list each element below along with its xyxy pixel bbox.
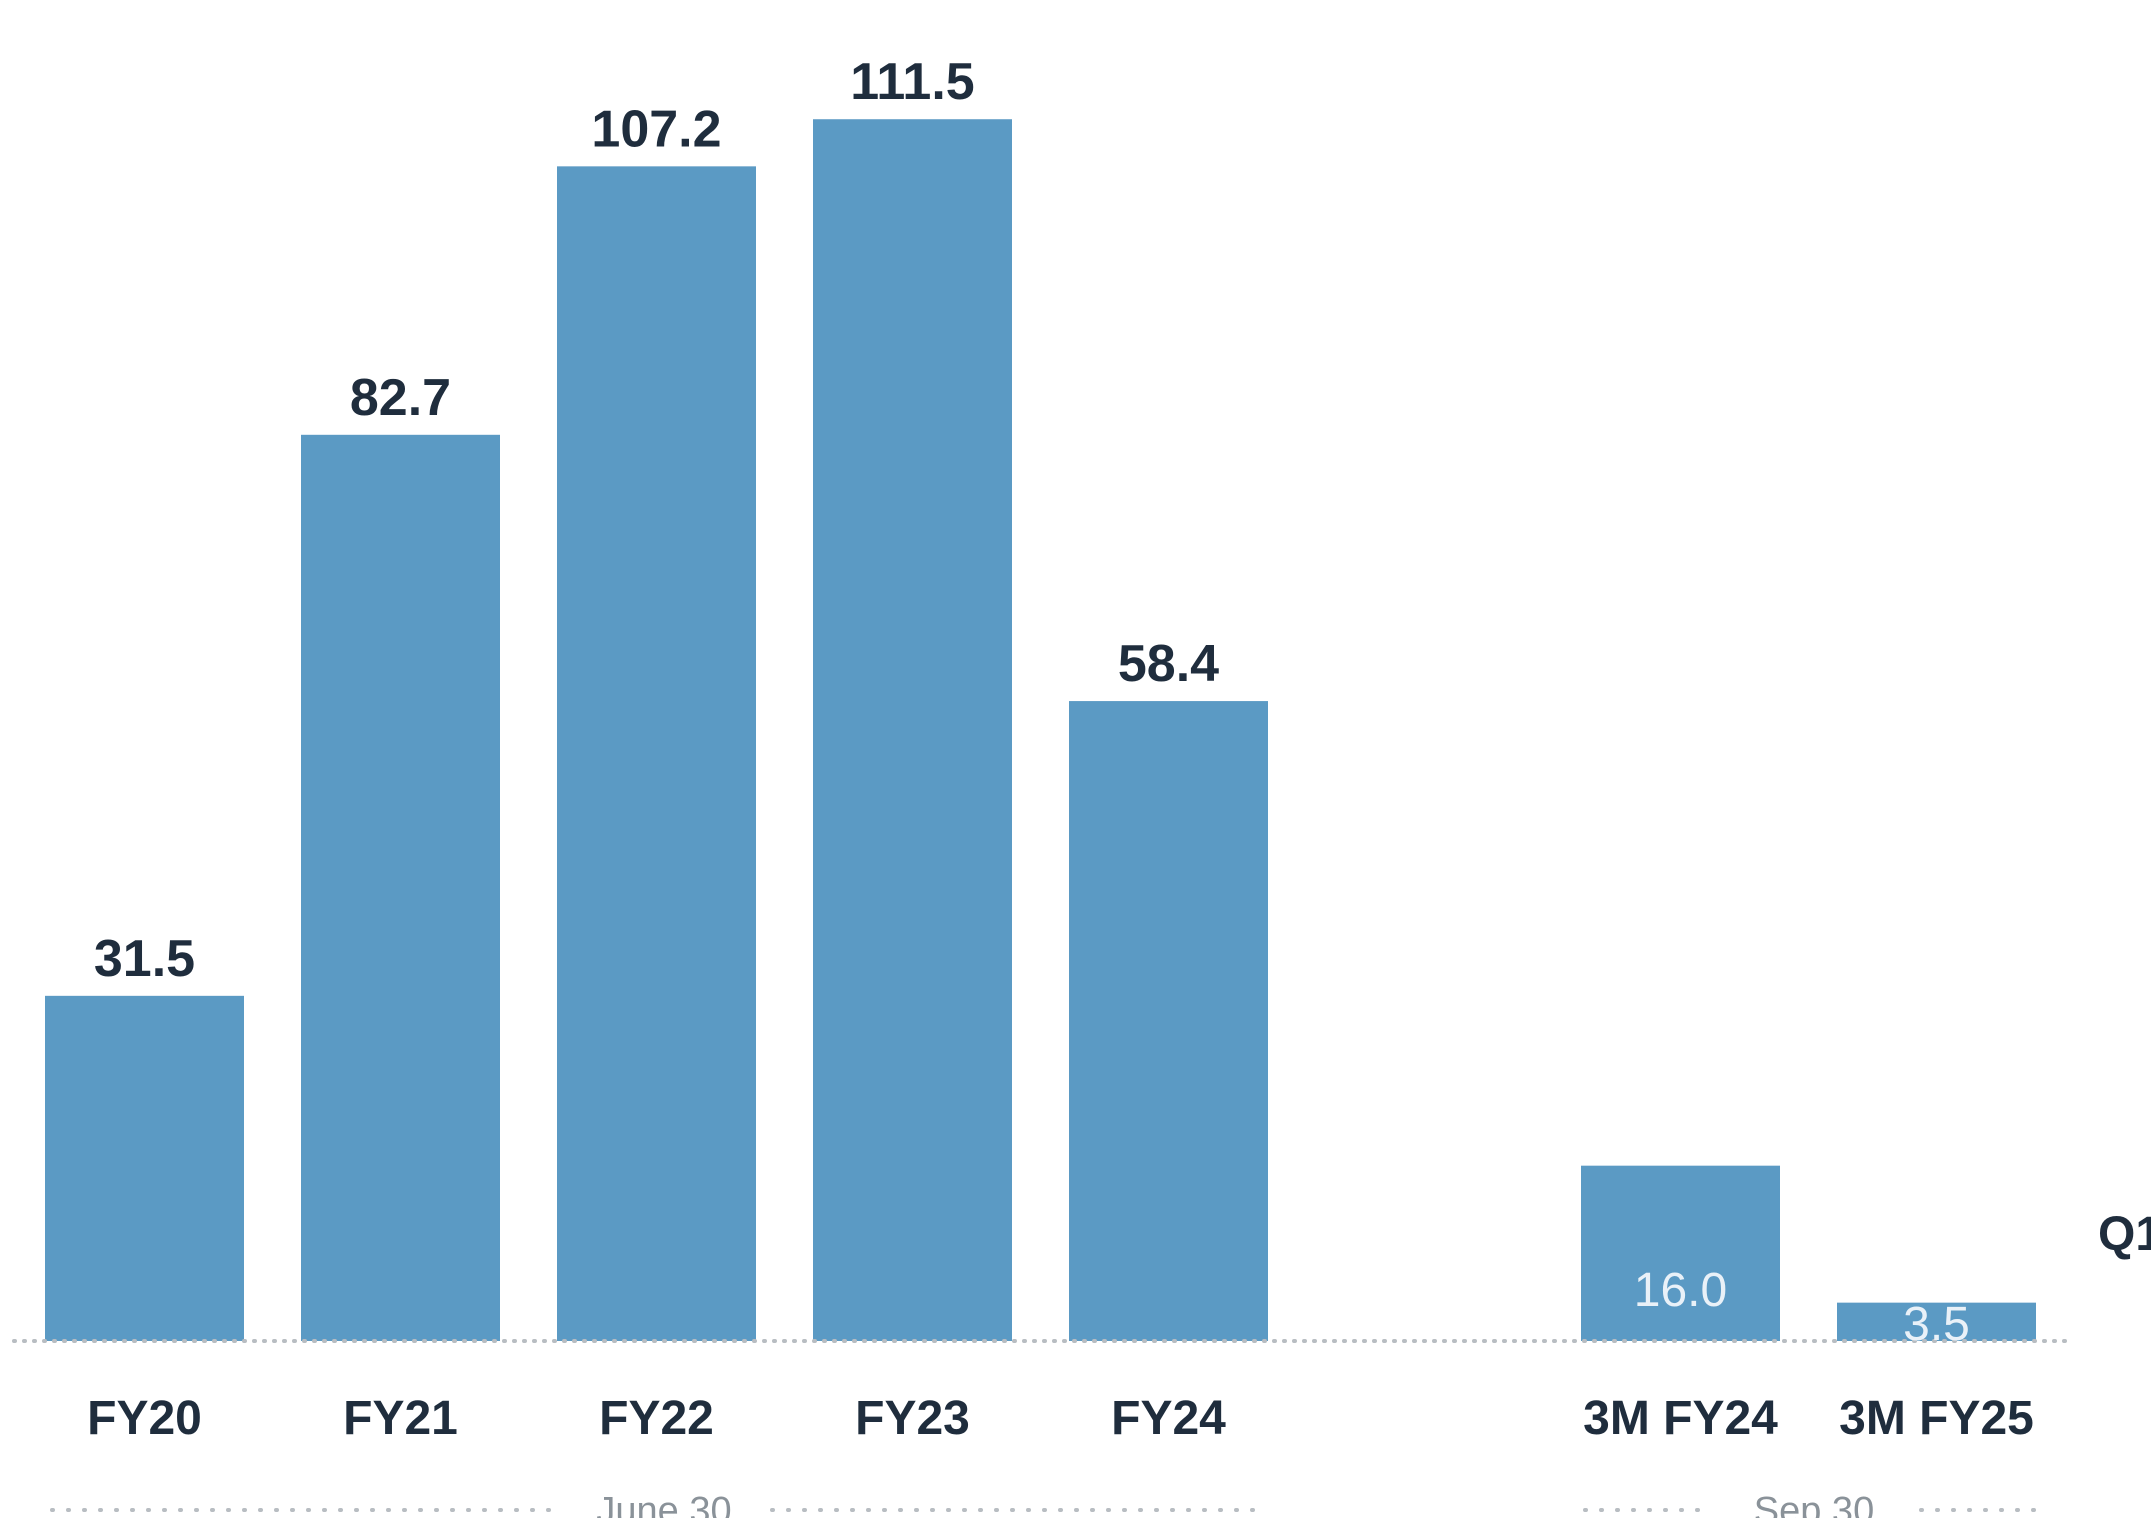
value-label-fy23: 111.5 <box>850 53 974 111</box>
value-label-fy22: 107.2 <box>591 100 721 158</box>
bar-3m-fy25 <box>1837 1302 2036 1341</box>
bar-fy24 <box>1069 701 1268 1341</box>
bars-layer <box>45 119 2036 1342</box>
bar-3m-fy24 <box>1581 1165 1780 1341</box>
category-label-3m-fy24: 3M FY24 <box>1583 1392 1778 1445</box>
category-label-fy21: FY21 <box>343 1392 458 1445</box>
category-label-fy22: FY22 <box>599 1392 714 1445</box>
bar-fy22 <box>557 166 756 1341</box>
category-labels-layer: FY20 FY21 FY22 FY23 FY24 3M FY24 3M FY25 <box>87 1392 2034 1445</box>
group-label-sep-30: Sep 30 <box>1754 1490 1874 1518</box>
value-label-3m-fy25: 3.5 <box>1903 1298 1970 1351</box>
bar-fy23 <box>813 119 1012 1341</box>
category-label-fy23: FY23 <box>855 1392 970 1445</box>
value-label-3m-fy24: 16.0 <box>1634 1264 1727 1317</box>
value-label-fy20: 31.5 <box>94 930 195 988</box>
bar-fy21 <box>301 434 500 1342</box>
category-label-3m-fy25: 3M FY25 <box>1839 1392 2034 1445</box>
bar-fy20 <box>45 995 244 1341</box>
side-label: Q1 <box>2098 1208 2151 1261</box>
value-labels-layer: 31.5 82.7 107.2 111.5 58.4 16.0 3.5 <box>94 53 1970 1351</box>
category-label-fy20: FY20 <box>87 1392 202 1445</box>
value-label-fy21: 82.7 <box>350 369 451 427</box>
group-label-june-30: June 30 <box>596 1490 731 1518</box>
value-label-fy24: 58.4 <box>1118 635 1219 693</box>
category-label-fy24: FY24 <box>1111 1392 1226 1445</box>
group-axis: June 30 Sep 30 <box>50 1490 2038 1518</box>
